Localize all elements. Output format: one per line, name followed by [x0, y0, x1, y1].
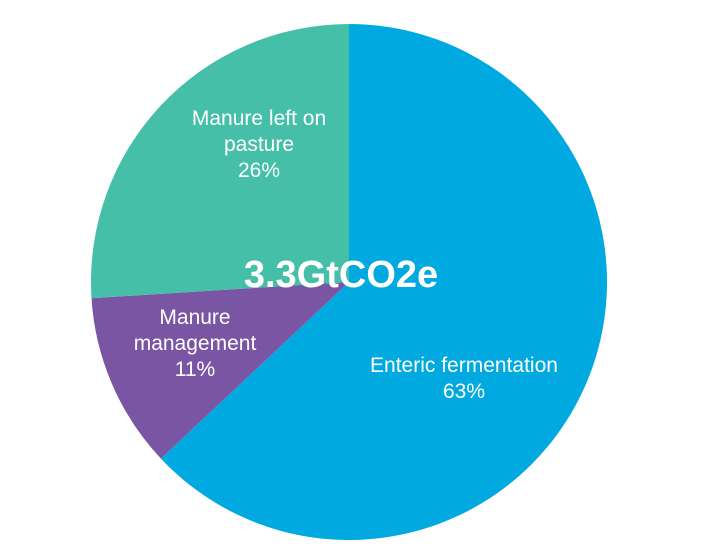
pie-slices	[91, 24, 608, 540]
slice-name-label: pasture	[224, 133, 294, 156]
pie-slice-1	[91, 282, 350, 459]
pie-slice-0	[160, 24, 608, 540]
slice-name-label: Enteric fermentation	[370, 354, 558, 377]
center-total-label: 3.3GtCO2e	[244, 254, 438, 296]
slice-label-0: Enteric fermentation 63%	[370, 354, 558, 403]
slice-label-1: Manure management 11%	[134, 306, 257, 381]
slice-name-label: Manure left on	[192, 107, 326, 130]
slice-name-label: management	[134, 332, 257, 355]
slice-value-label: 26%	[238, 159, 280, 182]
slice-value-label: 11%	[175, 358, 215, 381]
slice-name-label: Manure	[159, 306, 230, 329]
slice-labels: Enteric fermentation 63% Manure management 1…	[134, 107, 558, 403]
slice-label-2: Manure left on pasture 26%	[192, 107, 326, 182]
pie-slice-2	[91, 24, 349, 299]
slice-value-label: 63%	[443, 380, 485, 403]
